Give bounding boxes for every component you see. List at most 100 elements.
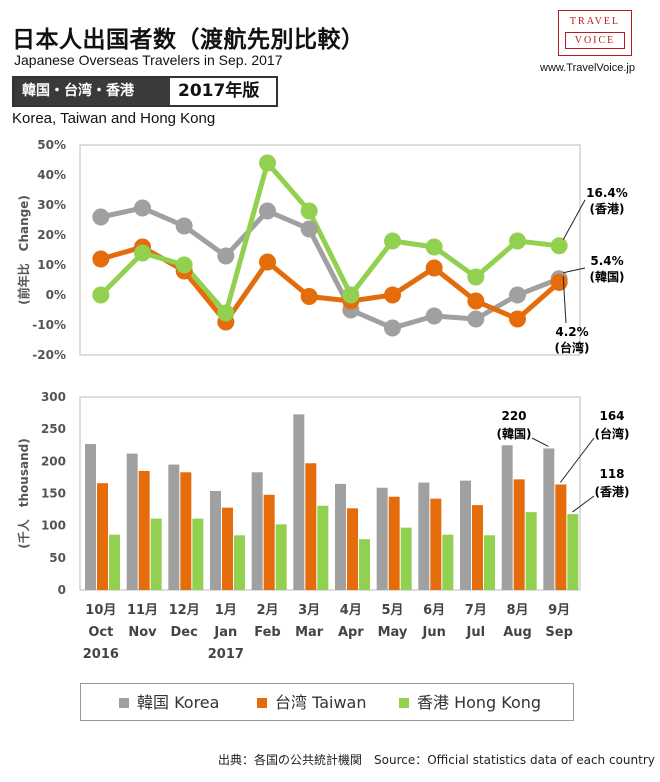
- x-tick-en: Oct: [88, 625, 113, 640]
- bar-taiwan: [388, 496, 400, 590]
- bar-hongkong: [192, 518, 204, 590]
- bar-hongkong: [317, 505, 329, 590]
- bar-callout-label: (台湾): [595, 426, 630, 441]
- bar-callout-leader: [531, 437, 549, 447]
- bar-callout-leader: [559, 437, 595, 483]
- x-tick-en: Apr: [338, 625, 364, 640]
- line-point-hongkong: [467, 268, 485, 286]
- bar-taiwan: [513, 479, 525, 590]
- bar-hongkong: [567, 514, 579, 590]
- bar-plot-frame: [79, 396, 581, 591]
- line-point-korea: [259, 202, 276, 220]
- line-point-hongkong: [134, 244, 151, 262]
- line-callout-leader: [563, 267, 586, 274]
- bar-taiwan: [430, 498, 442, 590]
- line-y-tick-label: 20%: [37, 228, 66, 242]
- line-point-taiwan: [467, 292, 485, 310]
- line-point-taiwan: [550, 273, 568, 291]
- line-point-hongkong: [550, 237, 568, 255]
- bar-hongkong: [525, 512, 537, 590]
- line-point-hongkong: [425, 238, 443, 256]
- line-plot-frame: [79, 144, 581, 356]
- line-y-tick-label: 30%: [37, 198, 66, 212]
- edition-badge: 韓国・台湾・香港 2017年版: [12, 76, 278, 107]
- bar-callout-value: 164: [599, 409, 624, 423]
- line-callout-value: 4.2%: [555, 325, 588, 339]
- page-subtitle: Japanese Overseas Travelers in Sep. 2017: [14, 52, 283, 68]
- x-tick-en: Aug: [503, 625, 532, 640]
- x-tick-en: Mar: [295, 625, 324, 640]
- bar-y-tick-label: 0: [58, 583, 66, 597]
- bar-korea: [126, 453, 138, 590]
- bar-y-tick-label: 100: [41, 519, 66, 533]
- line-y-tick-label: 50%: [37, 138, 66, 152]
- x-tick-month: 6月: [423, 603, 445, 618]
- line-point-taiwan: [259, 253, 276, 271]
- line-callout-leader: [562, 276, 567, 324]
- x-tick-en: Feb: [254, 625, 280, 640]
- bar-korea: [460, 480, 471, 590]
- bar-taiwan: [138, 470, 150, 590]
- bar-taiwan: [555, 484, 567, 590]
- line-y-tick-label: -20%: [32, 348, 66, 362]
- line-point-taiwan: [384, 286, 401, 304]
- bar-y-tick-label: 150: [41, 487, 66, 501]
- x-tick-month: 7月: [465, 603, 487, 618]
- bar-callout-value: 118: [599, 467, 624, 481]
- source-note: 出典：各国の公共統計機関 Source：Official statistics …: [218, 753, 655, 767]
- bar-y-tick-label: 200: [41, 454, 66, 468]
- line-callout-value: 16.4%: [586, 186, 628, 200]
- legend-swatch-hongkong: [399, 698, 409, 708]
- bar-korea: [335, 483, 346, 590]
- bar-taiwan: [222, 507, 233, 590]
- bar-callout-label: (香港): [595, 484, 630, 499]
- bar-taiwan: [305, 463, 317, 590]
- legend-label-hongkong: 香港 Hong Kong: [417, 693, 542, 712]
- bar-hongkong: [359, 539, 370, 590]
- bar-hongkong: [442, 534, 454, 590]
- bar-y-tick-label: 50: [49, 551, 66, 565]
- line-point-taiwan: [92, 250, 110, 268]
- bar-taiwan: [180, 472, 192, 590]
- x-tick-month: 5月: [381, 603, 403, 618]
- bar-taiwan: [263, 494, 275, 590]
- line-y-tick-label: 0%: [46, 288, 66, 302]
- line-point-korea: [384, 319, 401, 337]
- bar-hongkong: [484, 535, 495, 590]
- x-tick-month: 9月: [548, 603, 570, 618]
- legend-swatch-taiwan: [257, 698, 267, 708]
- line-callout-label: (韓国): [590, 269, 625, 284]
- line-point-korea: [175, 217, 193, 235]
- line-point-hongkong: [300, 202, 318, 220]
- bar-hongkong: [109, 534, 120, 590]
- line-point-korea: [300, 220, 318, 238]
- line-point-hongkong: [92, 286, 110, 304]
- bar-hongkong: [150, 518, 162, 590]
- site-url: www.TravelVoice.jp: [540, 62, 635, 74]
- travelvoice-logo: TRAVEL VOICE: [558, 10, 632, 56]
- line-callout-value: 5.4%: [590, 254, 623, 268]
- legend-item-hongkong: 香港 Hong Kong: [399, 684, 541, 722]
- bar-hongkong: [234, 535, 245, 590]
- x-tick-en: Jul: [466, 625, 486, 640]
- x-tick-month: 12月: [169, 603, 200, 618]
- bar-korea: [543, 448, 555, 590]
- bar-y-tick-label: 250: [41, 422, 66, 436]
- line-point-korea: [425, 307, 443, 325]
- x-tick-en: Sep: [545, 625, 573, 640]
- bar-korea: [85, 443, 96, 590]
- x-tick-en: Nov: [128, 625, 157, 640]
- x-tick-year: 2016: [83, 647, 119, 662]
- x-tick-year: 2017: [208, 647, 244, 662]
- bar-callout-leader: [572, 495, 595, 513]
- bar-taiwan: [347, 508, 358, 590]
- bar-y-tick-label: 300: [41, 390, 66, 404]
- chart-legend: 韓国 Korea 台湾 Taiwan 香港 Hong Kong: [80, 683, 574, 721]
- line-point-hongkong: [217, 304, 235, 322]
- line-point-hongkong: [175, 256, 193, 274]
- bar-korea: [251, 472, 263, 590]
- line-point-korea: [509, 286, 526, 304]
- line-callout-leader: [562, 199, 586, 241]
- line-callout-label: (香港): [590, 201, 625, 216]
